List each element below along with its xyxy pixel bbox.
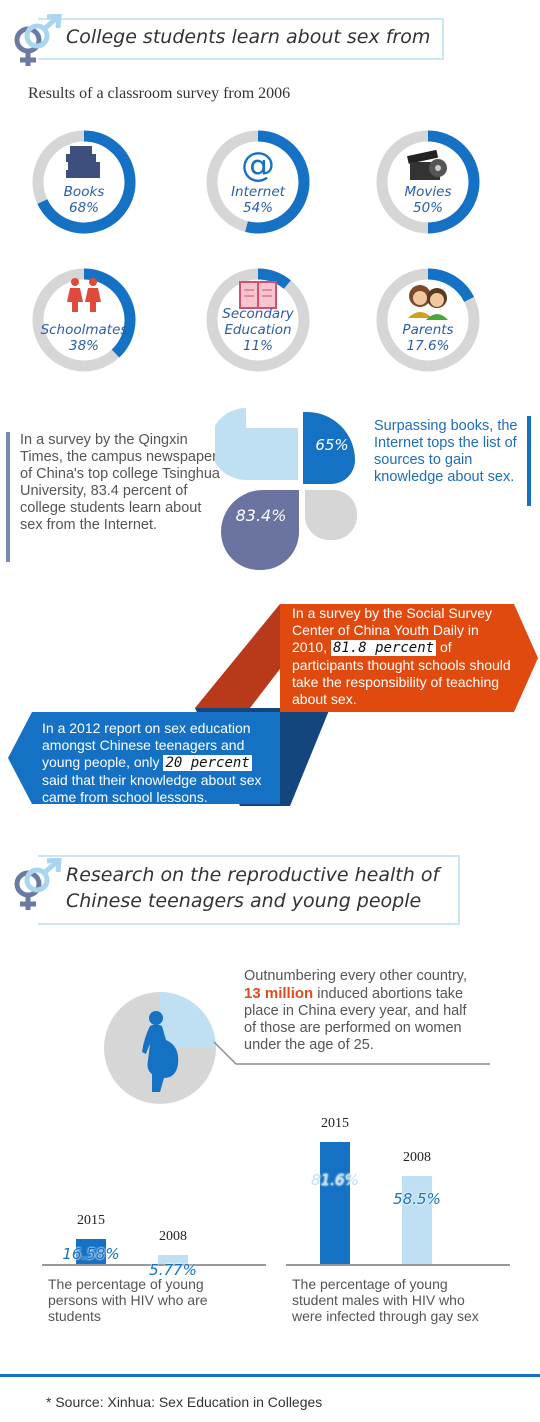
internet-right-text: Surpassing books, the Internet tops the … <box>374 418 518 485</box>
donut-label-line: 54% <box>242 200 273 216</box>
abortion-highlight: 13 million <box>244 985 314 1002</box>
orange-ribbon-text: In a survey by the Social Survey Center … <box>292 605 511 707</box>
section2-title-line2: Chinese teenagers and young people <box>66 890 422 912</box>
donut-label-line: 17.6% <box>406 338 450 354</box>
section1-title: College students learn about sex from <box>66 26 431 48</box>
donut-label-line: Parents <box>402 322 454 338</box>
source-divider <box>0 1374 540 1377</box>
internet-pct-large: 83.4% <box>236 506 287 525</box>
bar-value-label: 58.5% <box>393 1189 441 1208</box>
donut-label: Books 68% <box>29 184 139 216</box>
section1-header-box <box>38 18 444 60</box>
petal-top-right <box>303 412 355 484</box>
bar-year-label: 2015 <box>77 1213 105 1229</box>
bar-year-label: 2015 <box>321 1115 349 1131</box>
donut-arc <box>37 130 136 234</box>
donut-books <box>32 130 136 234</box>
right-quote-bar <box>527 416 531 506</box>
bar-chart-caption: The percentage of young persons with HIV… <box>48 1276 208 1324</box>
bar-value-label: 5.77% <box>149 1261 197 1280</box>
section1-subtitle: Results of a classroom survey from 2006 <box>28 85 291 102</box>
bar-chart-caption: The percentage of young student males wi… <box>292 1276 479 1324</box>
section2-title-line1: Research on the reproductive health of <box>66 864 440 886</box>
blue-ribbon-highlight: 20 percent <box>163 755 252 771</box>
abortion-pie <box>104 992 216 1104</box>
donut-arc <box>427 130 480 234</box>
donut-arc <box>427 268 475 303</box>
book-icon <box>239 281 277 309</box>
parents-icon <box>408 285 448 320</box>
orange-ribbon-highlight: 81.8 percent <box>330 640 437 656</box>
donut-label-line: 50% <box>412 200 443 216</box>
gender-symbol-icon-2 <box>14 858 62 910</box>
left-quote-bar <box>6 432 10 562</box>
petal-bottom-right <box>305 490 357 540</box>
ribbon-blue <box>8 712 280 804</box>
bar-value-label: 81.6% <box>311 1170 359 1189</box>
donut-label: Secondary Education 11% <box>203 306 313 354</box>
books-icon <box>66 146 100 178</box>
section2-header-box <box>38 855 460 925</box>
internet-petal-chart: 65% 83.4% <box>215 408 357 570</box>
internet-left-text: In a survey by the Qingxin Times, the ca… <box>20 432 220 533</box>
donut-arc <box>257 268 291 289</box>
internet-pct-small: 65% <box>315 436 348 454</box>
donut-parents <box>376 268 480 372</box>
bar-2008 <box>158 1255 188 1264</box>
abortion-text: Outnumbering every other country, 13 mil… <box>244 968 467 1053</box>
bar-year-label: 2008 <box>159 1229 187 1245</box>
donut-arc <box>245 130 310 234</box>
donut-label: Schoolmates 38% <box>29 322 139 354</box>
svg-text:@: @ <box>241 145 275 185</box>
ribbon-shapes <box>8 604 538 806</box>
donut-label-line: 68% <box>68 200 99 216</box>
bar-2015 <box>76 1239 106 1264</box>
students-icon <box>67 278 101 312</box>
bar-axis <box>286 1264 510 1266</box>
petal-top-left <box>215 408 298 480</box>
donut-label-line: Internet <box>231 184 285 200</box>
abortion-pie-slice <box>160 992 216 1048</box>
film-reel-icon <box>407 149 447 180</box>
callout-line <box>213 1041 490 1065</box>
donut-label: Parents 17.6% <box>373 322 483 354</box>
at-sign-icon: @ <box>241 145 275 185</box>
donut-label-line: Education <box>224 322 292 338</box>
donut-label-line: Movies <box>404 184 452 200</box>
donut-label-line: Secondary <box>222 306 294 322</box>
donut-arc <box>83 268 136 358</box>
pregnant-woman-icon <box>142 1011 179 1092</box>
bar-value-label: 16.58% <box>62 1245 120 1264</box>
donut-label-line: Books <box>63 184 105 200</box>
bar-2008 <box>402 1176 432 1264</box>
donut-label-line: Schoolmates <box>40 322 128 338</box>
donut-label: Movies 50% <box>373 184 483 216</box>
source-text: * Source: Xinhua: Sex Education in Colle… <box>46 1394 323 1410</box>
donut-label-line: 38% <box>68 338 99 354</box>
donut-secondary-education <box>206 268 310 372</box>
blue-ribbon-text: In a 2012 report on sex education amongs… <box>42 720 262 805</box>
donut-label-line: 11% <box>242 338 273 354</box>
ribbon-orange <box>280 604 538 712</box>
petal-bottom-left <box>221 490 299 570</box>
donut-movies <box>376 130 480 234</box>
donut-internet: @ <box>206 130 310 234</box>
donut-schoolmates <box>32 268 136 372</box>
donut-label: Internet 54% <box>203 184 313 216</box>
bar-axis <box>42 1264 266 1266</box>
bar-2015 <box>320 1141 350 1264</box>
bar-year-label: 2008 <box>403 1150 431 1166</box>
gender-symbol-icon <box>14 14 62 66</box>
